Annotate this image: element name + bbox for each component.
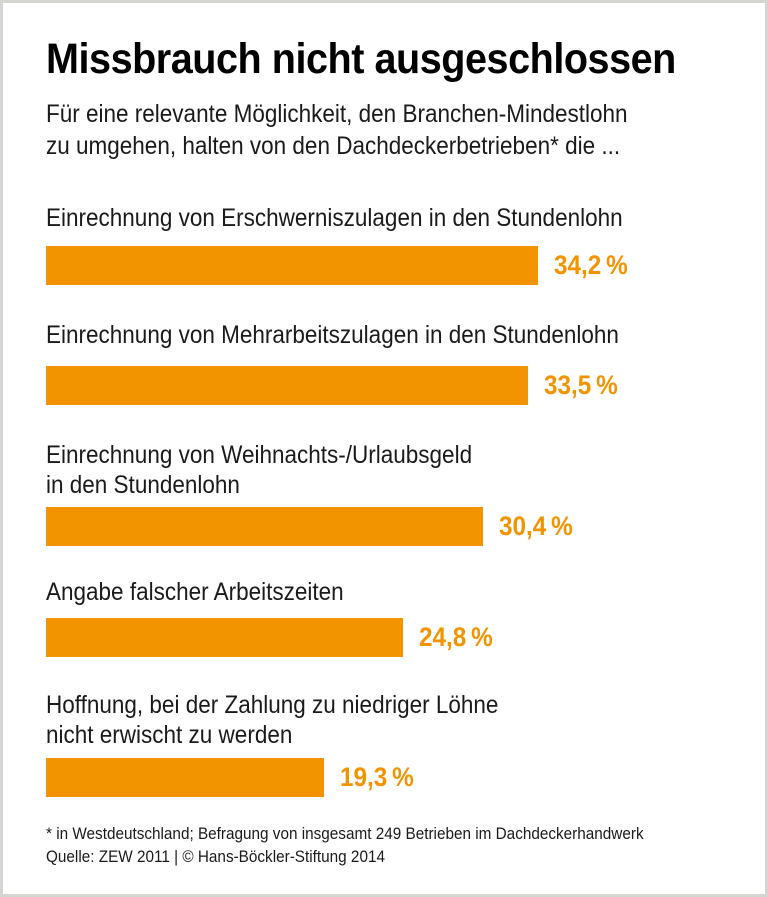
bar-value-label-1: 34,2 % <box>554 250 628 280</box>
subtitle-line-1: Für eine relevante Möglichkeit, den Bran… <box>46 100 628 128</box>
chart-title: Missbrauch nicht ausgeschlossen <box>46 35 676 83</box>
bar-label-4-line-1: Angabe falscher Arbeitszeiten <box>46 578 344 606</box>
bar-value-label-4: 24,8 % <box>419 622 493 652</box>
bar-row-2: 33,5 % <box>46 366 765 405</box>
bar-value-label-3: 30,4 % <box>499 511 573 541</box>
bar-label-5: Hoffnung, bei der Zahlung zu niedriger L… <box>46 690 498 750</box>
bar-row-5: 19,3 % <box>46 758 765 797</box>
bar-5 <box>46 758 324 797</box>
bar-label-5-line-1: Hoffnung, bei der Zahlung zu niedriger L… <box>46 691 499 719</box>
bar-label-2-line-1: Einrechnung von Mehrarbeitszulagen in de… <box>46 321 619 349</box>
bar-label-5-line-2: nicht erwischt zu werden <box>46 721 293 749</box>
bar-1 <box>46 246 538 285</box>
bar-label-1: Einrechnung von Erschwerniszulagen in de… <box>46 203 623 233</box>
bar-label-2: Einrechnung von Mehrarbeitszulagen in de… <box>46 320 619 350</box>
bar-2 <box>46 366 528 405</box>
bar-row-1: 34,2 % <box>46 246 765 285</box>
bar-label-3-line-2: in den Stundenlohn <box>46 471 240 499</box>
bar-row-3: 30,4 % <box>46 507 765 546</box>
source-line: Quelle: ZEW 2011 | © Hans-Böckler-Stiftu… <box>46 847 385 866</box>
bar-label-1-line-1: Einrechnung von Erschwerniszulagen in de… <box>46 204 623 232</box>
subtitle-line-2: zu umgehen, halten von den Dachdeckerbet… <box>46 132 621 160</box>
bar-label-3-line-1: Einrechnung von Weihnachts-/Urlaubsgeld <box>46 441 473 469</box>
bar-label-4: Angabe falscher Arbeitszeiten <box>46 577 344 607</box>
bar-4 <box>46 618 403 657</box>
bar-3 <box>46 507 483 546</box>
bar-value-label-2: 33,5 % <box>544 370 618 400</box>
bar-value-label-5: 19,3 % <box>340 762 414 792</box>
bar-label-3: Einrechnung von Weihnachts-/Urlaubsgeld … <box>46 440 472 500</box>
footnote: * in Westdeutschland; Befragung von insg… <box>46 824 644 843</box>
bar-row-4: 24,8 % <box>46 618 765 657</box>
chart-subtitle: Für eine relevante Möglichkeit, den Bran… <box>46 98 628 162</box>
